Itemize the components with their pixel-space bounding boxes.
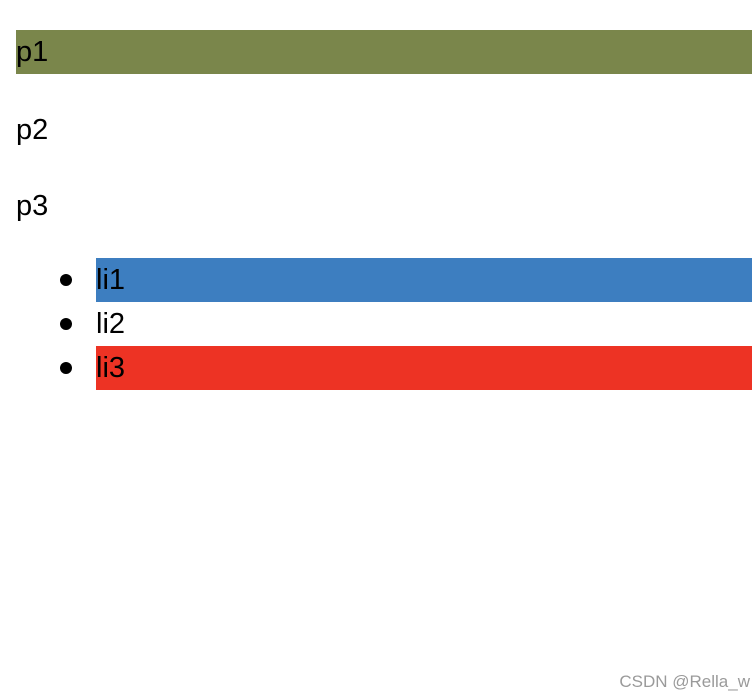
watermark: CSDN @Rella_w xyxy=(619,672,750,691)
list-item-li1: li1 xyxy=(60,258,752,302)
paragraph-p2: p2 xyxy=(16,114,49,146)
list-item-label: li1 xyxy=(96,264,126,296)
bullet-dot-icon xyxy=(60,362,72,374)
list-item-li2: li2 xyxy=(60,302,752,346)
bullet-list: li1 li2 li3 xyxy=(60,258,752,390)
paragraph-p3: p3 xyxy=(16,190,49,222)
list-item-label: li2 xyxy=(96,308,126,340)
list-item-li3: li3 xyxy=(60,346,752,390)
bullet-dot-icon xyxy=(60,274,72,286)
bullet-dot-icon xyxy=(60,318,72,330)
paragraph-p1: p1 xyxy=(16,30,752,74)
list-item-label: li3 xyxy=(96,352,126,384)
